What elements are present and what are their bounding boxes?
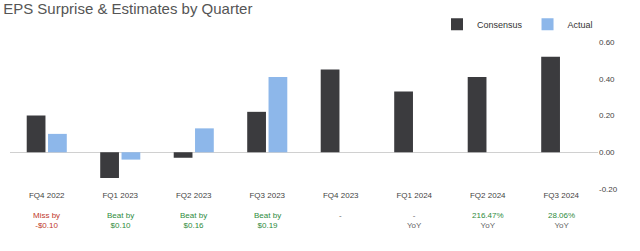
svg-text:Beat by$0.19: Beat by$0.19 xyxy=(254,211,281,230)
svg-text:Actual: Actual xyxy=(568,20,593,30)
svg-text:FQ1 2024: FQ1 2024 xyxy=(396,191,432,200)
svg-text:Miss by-$0.10: Miss by-$0.10 xyxy=(33,211,60,230)
svg-text:-YoY: -YoY xyxy=(407,211,422,230)
svg-text:0.20: 0.20 xyxy=(599,111,615,120)
svg-text:216.47%YoY: 216.47%YoY xyxy=(472,211,504,230)
svg-text:FQ2 2024: FQ2 2024 xyxy=(470,191,506,200)
svg-text:0.40: 0.40 xyxy=(599,75,615,84)
svg-text:FQ3 2024: FQ3 2024 xyxy=(543,191,579,200)
svg-text:Consensus: Consensus xyxy=(477,20,523,30)
svg-text:-: - xyxy=(339,211,342,220)
svg-text:EPS Surprise & Estimates by Qu: EPS Surprise & Estimates by Quarter xyxy=(3,0,252,17)
svg-text:Beat by$0.16: Beat by$0.16 xyxy=(180,211,207,230)
svg-text:-0.20: -0.20 xyxy=(599,185,618,194)
svg-text:FQ2 2023: FQ2 2023 xyxy=(176,191,212,200)
svg-text:FQ1 2023: FQ1 2023 xyxy=(102,191,138,200)
svg-text:0.60: 0.60 xyxy=(599,38,615,47)
svg-text:0.00: 0.00 xyxy=(599,148,615,157)
svg-text:Beat by$0.10: Beat by$0.10 xyxy=(107,211,134,230)
svg-text:28.06%YoY: 28.06%YoY xyxy=(548,211,575,230)
svg-text:FQ3 2023: FQ3 2023 xyxy=(249,191,285,200)
svg-text:FQ4 2023: FQ4 2023 xyxy=(323,191,359,200)
svg-text:FQ4 2022: FQ4 2022 xyxy=(29,191,65,200)
